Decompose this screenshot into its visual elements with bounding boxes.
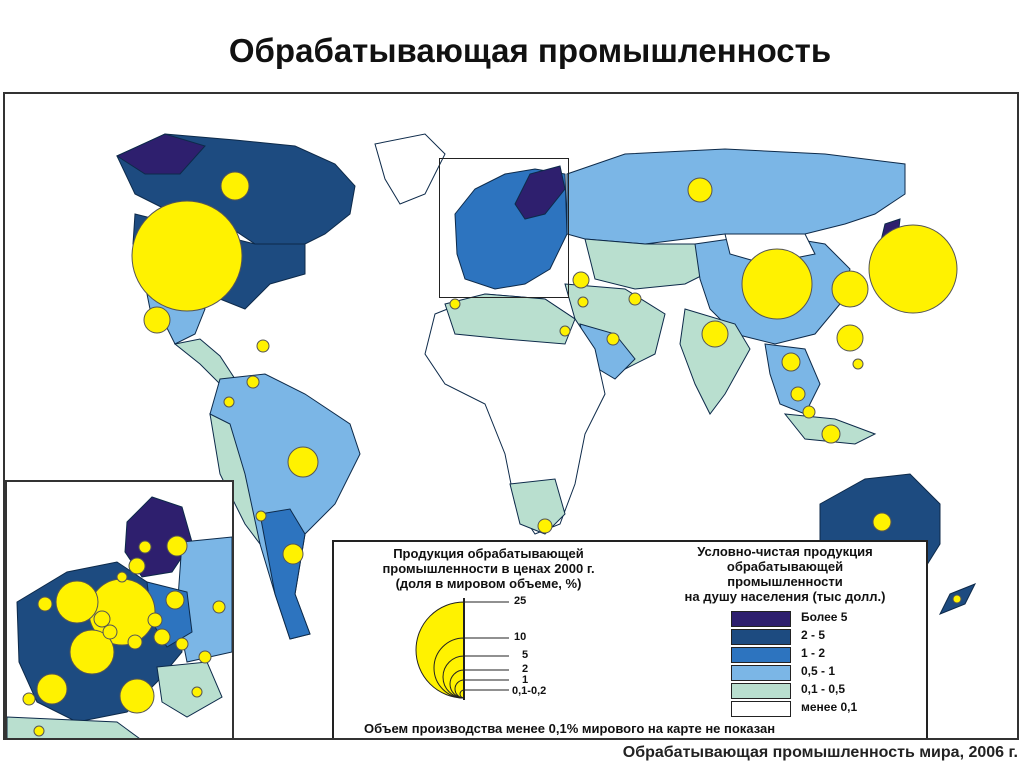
circle-saudi [606, 332, 620, 346]
alaska-region [115, 133, 206, 175]
circle-iran [628, 292, 642, 306]
south-america-west-region [209, 413, 261, 545]
circle-morocco [449, 298, 461, 310]
inset-north-africa [7, 716, 140, 738]
size-label-5: 5 [522, 649, 529, 661]
circle-japan [868, 224, 958, 314]
europe-inset [5, 480, 234, 738]
swatch-label-under0-1: менее 0,1 [801, 700, 858, 714]
russia-region [566, 148, 906, 245]
circle-indonesia [821, 424, 841, 444]
circle-chile [255, 510, 267, 522]
page-title: Обрабатывающая промышленность [228, 32, 832, 69]
size-label-10: 10 [514, 631, 527, 643]
circle-south-africa [537, 518, 553, 534]
inset-circle-uk [55, 580, 99, 624]
inset-circle-czech [147, 612, 163, 628]
inset-circle-spain [36, 673, 68, 705]
size-label-2: 2 [522, 663, 529, 675]
swatch-label-over5: Более 5 [801, 610, 848, 624]
inset-circle-norway [128, 557, 146, 575]
inset-circle-italy [119, 678, 155, 714]
inset-balkans [156, 661, 223, 718]
circle-korea [831, 270, 869, 308]
circle-india [701, 320, 729, 348]
swatch-1to2 [731, 647, 791, 663]
circle-philippines [852, 358, 864, 370]
circle-china [741, 248, 813, 320]
inset-circle-finland [138, 540, 152, 554]
circle-israel [577, 296, 589, 308]
circle-brazil [287, 446, 319, 478]
circle-egypt [559, 325, 571, 337]
argentina-region [259, 508, 311, 640]
europe-highlight-box [439, 158, 569, 298]
inset-circle-romania [198, 650, 212, 664]
circle-malaysia [790, 386, 806, 402]
inset-circle-belgium [102, 624, 118, 640]
world-map: Продукция обрабатывающей промышленности … [3, 92, 1019, 740]
circle-central-america [256, 339, 270, 353]
circle-mexico [143, 306, 171, 334]
swatch-label-0-5to1: 0,5 - 1 [801, 664, 836, 678]
inset-circle-ireland [37, 596, 53, 612]
swatch-label-1to2: 1 - 2 [801, 646, 826, 660]
inset-circle-switzerland [127, 634, 143, 650]
europe-inset-svg [7, 496, 232, 738]
scandinavia-region [514, 165, 566, 220]
swatch-0-5to1 [731, 665, 791, 681]
swatch-over5 [731, 611, 791, 627]
world-map-svg [115, 133, 977, 640]
swatch-0-1to0-5 [731, 683, 791, 699]
swatch-label-0-1to0-5: 0,1 - 0,5 [801, 682, 846, 696]
inset-circle-sweden [166, 535, 188, 557]
swatch-under0-1 [731, 701, 791, 717]
inset-circle-greece [191, 686, 203, 698]
inset-circle-hungary [175, 637, 189, 651]
map-caption: Обрабатывающая промышленность мира, 2006… [622, 744, 1018, 761]
legend-note: Объем производства менее 0,1% мирового н… [364, 721, 776, 736]
map-legend: Продукция обрабатывающей промышленности … [332, 540, 928, 738]
circle-canada [220, 171, 250, 201]
south-africa-region [509, 478, 566, 535]
size-legend-title: Продукция обрабатывающей промышленности … [382, 546, 595, 591]
circle-russia [687, 177, 713, 203]
inset-circle-netherlands [93, 610, 111, 628]
circle-turkey [572, 271, 590, 289]
inset-circle-poland [165, 590, 185, 610]
circle-taiwan [836, 324, 864, 352]
circle-new-zealand [952, 594, 962, 604]
circle-singapore [802, 405, 816, 419]
size-label-1: 1 [522, 674, 529, 686]
inset-circle-tunisia [33, 725, 45, 737]
size-legend-svg [415, 598, 509, 700]
circle-venezuela [246, 375, 260, 389]
swatch-2to5 [731, 629, 791, 645]
swatch-label-2to5: 2 - 5 [801, 628, 826, 642]
india-region [679, 308, 751, 415]
greenland-region [374, 133, 446, 205]
circle-thailand [781, 352, 801, 372]
circle-colombia [223, 396, 235, 408]
size-label-0-1: 0,1-0,2 [512, 685, 547, 697]
central-america-region [173, 338, 236, 385]
circle-argentina [282, 543, 304, 565]
color-legend-title: Условно-чистая продукция обрабатывающей … [684, 544, 886, 604]
size-label-25: 25 [514, 595, 527, 607]
circle-usa [131, 200, 243, 312]
inset-circle-ukraine [212, 600, 226, 614]
inset-circle-portugal [22, 692, 36, 706]
inset-circle-austria [153, 628, 171, 646]
circle-australia [872, 512, 892, 532]
inset-circle-france [69, 629, 115, 675]
inset-circle-denmark [116, 571, 128, 583]
